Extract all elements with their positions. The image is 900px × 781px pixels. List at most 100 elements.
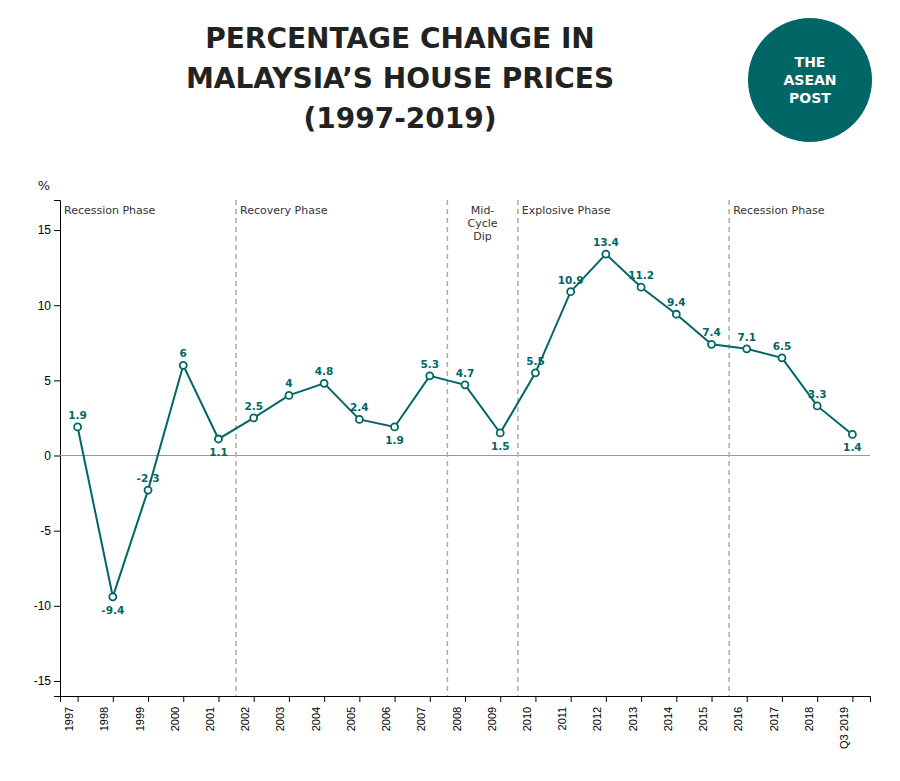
axis-line [54,201,61,697]
point [743,345,750,352]
logo-text-line: POST [789,90,831,106]
line [78,254,853,597]
y-tick-mark [54,380,60,381]
x-tick-label: 2015 [697,707,709,731]
x-tick: 1998 [98,696,113,731]
x-tick-mark [852,696,853,702]
y-axis: -15-10-5051015 [34,201,61,697]
x-tick-mark [782,696,783,702]
data-label: 7.1 [737,331,756,343]
x-tick-mark [218,696,219,702]
x-tick-label: 2013 [627,707,639,731]
zero-line [60,455,870,456]
phase-label: Recession Phase [64,204,156,217]
data-label: 6 [180,347,187,359]
point [74,423,81,430]
data-label: 1.9 [68,409,87,421]
x-tick: 2015 [697,696,712,731]
x-tick-mark [676,696,677,702]
x-tick-mark [747,696,748,702]
data-label: 5.3 [420,358,439,370]
point [391,423,398,430]
point [602,251,609,258]
data-label: 3.3 [808,388,827,400]
x-tick-mark [500,696,501,702]
x-tick-mark [606,696,607,702]
x-tick: 2012 [591,696,606,731]
point [708,341,715,348]
chart: PERCENTAGE CHANGE IN MALAYSIA’S HOUSE PRI… [0,0,900,781]
phase-label-line: Cycle [468,217,498,230]
phase-labels: Recession Phase Recovery Phase Mid-CycleDi… [64,204,825,243]
y-tick-label: -15 [34,674,52,688]
data-label: -2.3 [137,472,160,484]
axis-line [61,697,871,703]
title-line: MALAYSIA’S HOUSE PRICES [186,62,614,95]
x-tick-label: 2000 [169,707,181,731]
phase-label-line: Recovery Phase [240,204,328,217]
data-label: 9.4 [667,296,686,308]
x-tick-label: Q3 2019 [838,707,850,749]
phase-label-line: Recession Phase [64,204,156,217]
phase-label: Mid-CycleDip [468,204,498,243]
x-tick-mark [571,696,572,702]
x-tick-mark [324,696,325,702]
phase-label: Recession Phase [733,204,825,217]
x-tick-mark [359,696,360,702]
x-tick-label: 2012 [591,707,603,731]
data-label: 1.5 [491,440,510,452]
x-tick: 2018 [803,696,818,731]
logo-text: THEASEANPOST [783,54,836,106]
x-tick-label: 1997 [63,707,75,731]
title-line: PERCENTAGE CHANGE IN [205,22,595,55]
x-tick-label: 2010 [521,707,533,731]
point [426,372,433,379]
x-tick-mark [535,696,536,702]
x-tick-label: 2014 [662,707,674,731]
y-tick: -15 [34,674,60,688]
x-tick: 2006 [380,696,395,731]
point [849,431,856,438]
x-tick: 2002 [239,696,254,731]
x-tick: 2016 [732,696,747,731]
x-tick-mark [641,696,642,702]
title-line: (1997-2019) [303,102,496,135]
x-tick: 1999 [134,696,149,731]
title: PERCENTAGE CHANGE IN MALAYSIA’S HOUSE PRI… [186,22,614,135]
phase-divider [728,200,730,696]
phase-label-line: Recession Phase [733,204,825,217]
point [356,416,363,423]
x-tick-label: 2007 [415,707,427,731]
data-labels: 1.9-9.4-2.361.12.544.82.41.95.34.71.55.5… [68,236,861,616]
point [109,593,116,600]
y-tick-label: 15 [38,223,52,237]
x-tick-label: 2005 [345,707,357,731]
x-tick-mark [289,696,290,702]
data-label: -9.4 [101,604,124,616]
x-tick-label: 2018 [803,707,815,731]
x-tick-mark [78,696,79,702]
x-tick-label: 2009 [486,707,498,731]
data-label: 4.7 [456,367,475,379]
phase-divider [447,200,449,696]
point [814,402,821,409]
y-tick-mark [54,230,60,231]
point [567,288,574,295]
x-tick-label: 2004 [310,707,322,731]
y-tick: -5 [40,524,60,538]
x-tick-mark [254,696,255,702]
point [532,369,539,376]
x-tick-mark [395,696,396,702]
x-tick-label: 2003 [274,707,286,731]
x-tick-label: 2011 [556,707,568,731]
x-tick: 2010 [521,696,536,731]
x-tick-mark [817,696,818,702]
x-tick: 2004 [310,696,325,731]
x-tick: 1997 [63,696,78,731]
point [180,362,187,369]
data-label: 4.8 [315,365,334,377]
x-tick: 2008 [451,696,466,731]
data-label: 4 [285,377,292,389]
logo: THEASEANPOST [748,18,872,142]
logo-text-line: THE [795,54,826,70]
